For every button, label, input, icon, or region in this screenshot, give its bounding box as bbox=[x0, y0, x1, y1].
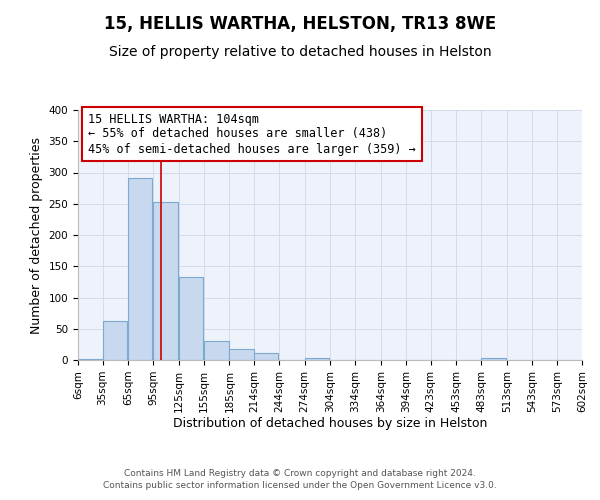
Bar bbox=[481, 358, 506, 360]
Text: Contains public sector information licensed under the Open Government Licence v3: Contains public sector information licen… bbox=[103, 481, 497, 490]
Bar bbox=[179, 277, 203, 360]
Text: Size of property relative to detached houses in Helston: Size of property relative to detached ho… bbox=[109, 45, 491, 59]
Text: 15 HELLIS WARTHA: 104sqm
← 55% of detached houses are smaller (438)
45% of semi-: 15 HELLIS WARTHA: 104sqm ← 55% of detach… bbox=[88, 112, 416, 156]
Bar bbox=[78, 359, 103, 360]
Bar bbox=[305, 358, 329, 360]
Bar bbox=[153, 202, 178, 360]
Bar bbox=[229, 350, 254, 360]
Y-axis label: Number of detached properties: Number of detached properties bbox=[30, 136, 43, 334]
Bar bbox=[204, 341, 229, 360]
Bar bbox=[128, 178, 152, 360]
Bar bbox=[254, 353, 278, 360]
Text: Contains HM Land Registry data © Crown copyright and database right 2024.: Contains HM Land Registry data © Crown c… bbox=[124, 468, 476, 477]
Text: 15, HELLIS WARTHA, HELSTON, TR13 8WE: 15, HELLIS WARTHA, HELSTON, TR13 8WE bbox=[104, 15, 496, 33]
Bar bbox=[103, 322, 127, 360]
X-axis label: Distribution of detached houses by size in Helston: Distribution of detached houses by size … bbox=[173, 418, 487, 430]
